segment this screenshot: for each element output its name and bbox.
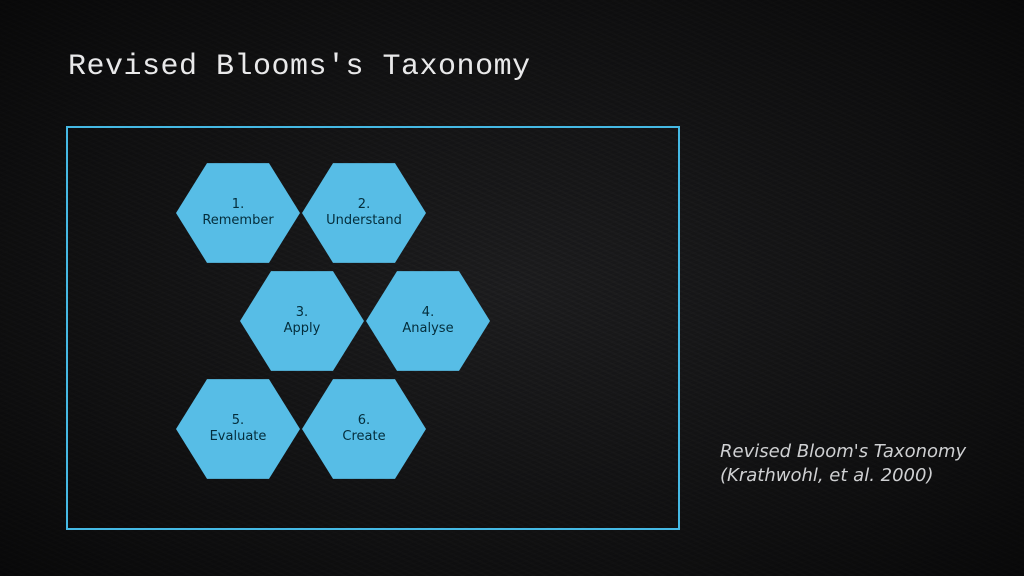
hex-label: 4. Analyse (402, 305, 453, 338)
page-title: Revised Blooms's Taxonomy (68, 50, 531, 84)
hex-label: 1. Remember (202, 197, 273, 230)
caption-citation: Revised Bloom's Taxonomy (Krathwohl, et … (720, 440, 980, 489)
hex-label: 3. Apply (284, 305, 321, 338)
hex-label: 2. Understand (326, 197, 402, 230)
hex-label: 6. Create (342, 413, 385, 446)
hex-label: 5. Evaluate (210, 413, 267, 446)
